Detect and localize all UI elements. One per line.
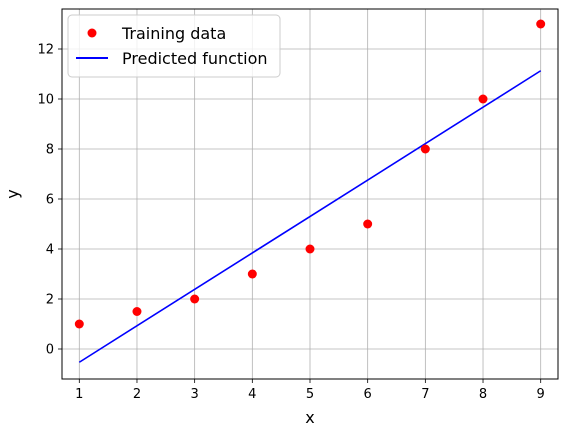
x-tick-label: 5	[306, 387, 314, 402]
legend-box	[67, 14, 281, 78]
predicted-function-line	[78, 70, 542, 363]
training-data-point	[190, 294, 200, 304]
x-tick-label: 4	[248, 387, 256, 402]
legend: Training data Predicted function	[67, 14, 281, 78]
y-tick-label: 6	[46, 193, 54, 208]
training-data-point	[363, 219, 373, 229]
x-tick-label: 9	[537, 387, 545, 402]
training-data-point	[74, 319, 84, 329]
y-tick-label: 10	[37, 93, 54, 108]
training-data-point	[536, 19, 546, 29]
legend-label-training-data: Training data	[121, 24, 226, 43]
y-tick-label: 0	[46, 343, 54, 358]
y-axis-label: y	[3, 189, 22, 198]
x-tick-label: 7	[421, 387, 429, 402]
legend-label-predicted-function: Predicted function	[122, 49, 268, 68]
y-tick-label: 2	[46, 293, 54, 308]
y-tick-label: 8	[46, 143, 54, 158]
training-data-point	[305, 244, 315, 254]
training-data-point	[478, 94, 488, 104]
x-tick-label: 2	[133, 387, 141, 402]
y-tick-label: 12	[37, 43, 54, 58]
legend-marker-training-data	[87, 28, 97, 38]
x-tick-label: 1	[75, 387, 83, 402]
training-data-point	[420, 144, 430, 154]
plot-series	[74, 19, 546, 363]
x-axis-label: x	[305, 408, 314, 427]
x-tick-label: 6	[364, 387, 372, 402]
training-data-point	[247, 269, 257, 279]
grid	[62, 9, 558, 379]
x-tick-label: 3	[191, 387, 199, 402]
x-tick-label: 8	[479, 387, 487, 402]
training-data-point	[132, 307, 142, 316]
y-tick-label: 4	[46, 243, 54, 258]
